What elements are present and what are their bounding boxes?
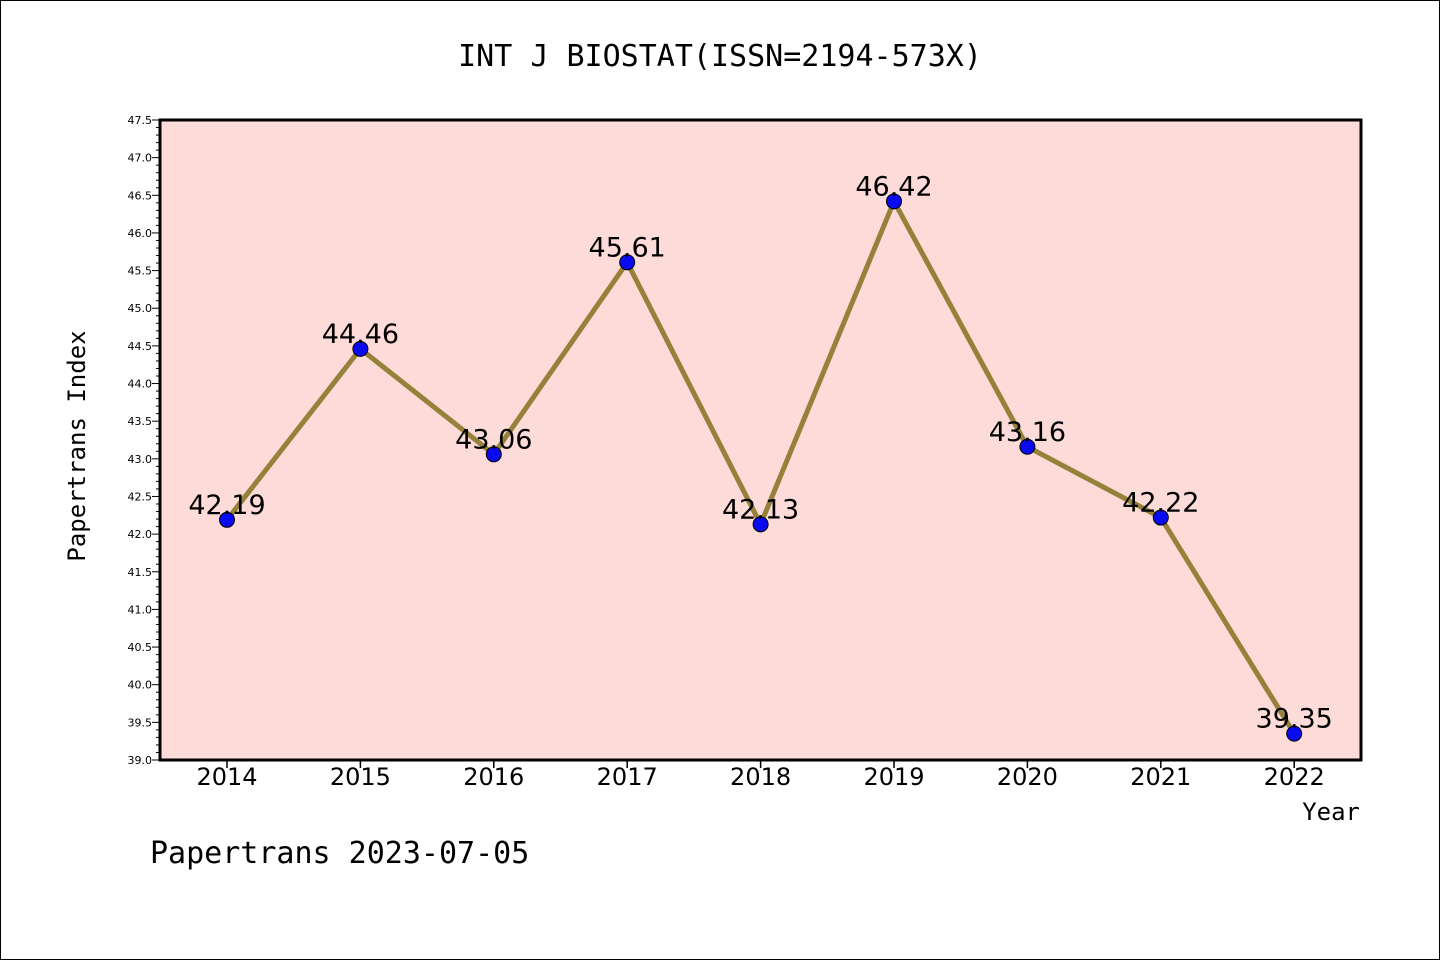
x-tick-label: 2015 — [330, 763, 391, 791]
data-label-layer: 42.19 44.46 43.06 45.61 42.13 46.42 43.16 42.22… — [188, 171, 1332, 734]
data-point — [485, 446, 502, 463]
x-axis: 2014 2015 2016 2017 2018 2019 2020 2021 2022 — [196, 760, 1325, 791]
plot-area — [158, 118, 1363, 762]
data-label: 46.42 — [855, 171, 932, 202]
y-tick-label: 44.0 — [128, 378, 153, 391]
y-tick-label: 47.0 — [128, 152, 153, 165]
y-tick-label: 45.5 — [128, 265, 153, 278]
data-point — [1152, 509, 1169, 526]
y-tick-label: 42.5 — [128, 490, 153, 503]
y-tick-label: 43.5 — [128, 415, 153, 428]
y-tick-label: 45.0 — [128, 302, 153, 315]
y-axis: 39.0 39.5 40.0 40.5 41.0 41.5 42.0 42.5 43.0 43.5… — [128, 114, 160, 767]
x-tick-label: 2022 — [1264, 763, 1325, 791]
x-tick-label: 2018 — [730, 763, 791, 791]
y-tick-label: 47.5 — [128, 114, 153, 127]
data-point — [752, 516, 769, 533]
data-label: 44.46 — [322, 319, 399, 350]
x-tick-label: 2021 — [1130, 763, 1191, 791]
data-point — [1286, 725, 1303, 742]
data-label: 39.35 — [1256, 704, 1333, 735]
data-label: 43.16 — [989, 417, 1066, 448]
data-label: 42.13 — [722, 494, 799, 525]
x-tick-label: 2020 — [997, 763, 1058, 791]
y-tick-label: 40.5 — [128, 641, 153, 654]
data-point — [886, 193, 902, 210]
x-tick-label: 2016 — [463, 763, 524, 791]
y-tick-label: 39.5 — [128, 716, 153, 729]
data-label: 43.06 — [455, 424, 532, 455]
y-tick-label: 42.0 — [128, 528, 153, 541]
y-tick-label: 44.5 — [128, 340, 153, 353]
data-point — [219, 511, 235, 528]
y-tick-label: 46.5 — [128, 189, 153, 202]
data-label: 42.22 — [1122, 488, 1199, 519]
footer-credit: Papertrans 2023-07-05 — [150, 836, 529, 871]
y-tick-label: 40.0 — [128, 679, 153, 692]
x-tick-label: 2014 — [196, 763, 257, 791]
y-tick-label: 46.0 — [128, 227, 153, 240]
data-point — [1019, 438, 1036, 455]
y-tick-label: 43.0 — [128, 453, 153, 466]
chart-title: INT J BIOSTAT(ISSN=2194-573X) — [458, 39, 982, 74]
x-axis-label: Year — [1302, 798, 1360, 826]
series-layer — [219, 193, 1303, 742]
data-label: 42.19 — [188, 490, 265, 521]
y-axis-label: Papertrans Index — [63, 330, 91, 561]
y-tick-label: 39.0 — [128, 754, 153, 767]
x-tick-label: 2019 — [863, 763, 924, 791]
data-point — [352, 340, 369, 357]
y-tick-label: 41.0 — [128, 603, 153, 616]
data-point — [619, 254, 636, 271]
data-label: 45.61 — [589, 232, 666, 263]
y-tick-label: 41.5 — [128, 566, 153, 579]
x-tick-label: 2017 — [597, 763, 658, 791]
